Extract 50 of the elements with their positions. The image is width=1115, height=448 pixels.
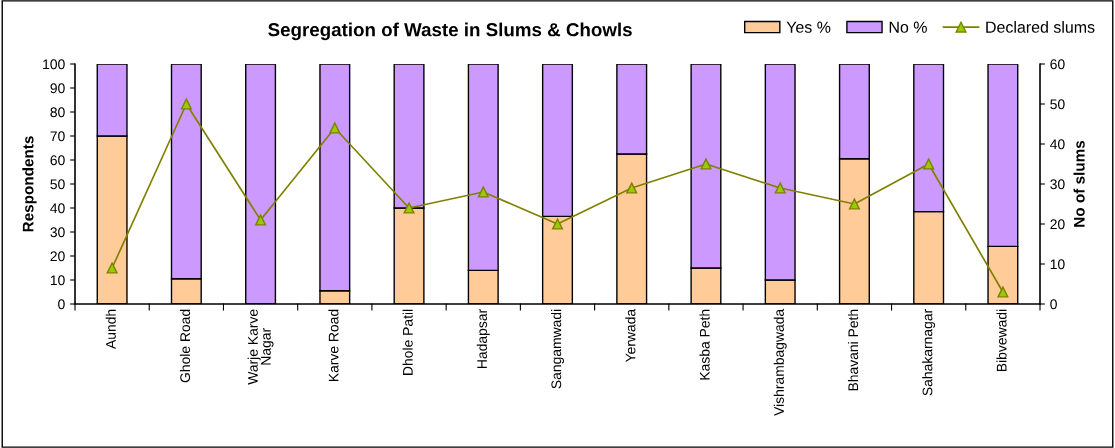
- x-tick-label: Yerwada: [625, 308, 636, 363]
- x-tick-label: Aundh: [105, 309, 116, 349]
- legend-label: No %: [889, 21, 927, 33]
- y2-tick-label: 10: [1050, 259, 1065, 270]
- x-tick-label: Warje Karve Nagar: [247, 309, 274, 385]
- y-tick-label: 20: [50, 251, 65, 262]
- point: [997, 286, 1009, 298]
- y2-tick-label: 30: [1050, 179, 1065, 190]
- y2-tick-label: 50: [1050, 99, 1065, 110]
- x-tick-label: Sangamwadi: [551, 309, 564, 389]
- y2-tick-label: 20: [1050, 219, 1065, 230]
- y-tick-label: 30: [50, 227, 65, 238]
- y-tick-label: 50: [50, 179, 65, 190]
- x-tick-label: Karve Road: [328, 309, 339, 382]
- point: [255, 214, 267, 226]
- y-tick-label: 10: [50, 275, 65, 286]
- point: [106, 262, 118, 274]
- x-tick-label: Sahakarnagar: [922, 309, 936, 396]
- y-tick-label: 40: [50, 203, 65, 214]
- y-tick-label: 0: [58, 299, 65, 310]
- y-tick-label: 100: [43, 59, 65, 70]
- point: [180, 98, 192, 110]
- legend-label: Yes %: [786, 21, 831, 33]
- point: [403, 202, 415, 214]
- point: [626, 182, 638, 194]
- y2-axis-title: No of slums: [1073, 140, 1085, 227]
- y-axis-title: Respondents: [22, 136, 37, 232]
- y-tick-label: 80: [50, 107, 65, 118]
- point: [477, 186, 489, 198]
- x-tick-label: Dhole Patil: [402, 309, 413, 375]
- x-tick-label: Bibvewadi: [996, 309, 1007, 372]
- point: [700, 158, 712, 170]
- point: [848, 198, 860, 210]
- point: [923, 158, 935, 170]
- point: [329, 122, 341, 134]
- x-tick-label: Vishrambagwada: [773, 308, 787, 416]
- chart-title: Segregation of Waste in Slums & Chowls: [268, 22, 632, 41]
- y-tick-label: 70: [50, 131, 65, 142]
- legend-label: Declared slums: [986, 21, 1095, 33]
- y2-tick-label: 60: [1050, 59, 1065, 70]
- x-tick-label: Hadapsar: [476, 309, 490, 368]
- y2-tick-label: 40: [1050, 139, 1065, 150]
- y-tick-label: 90: [50, 83, 65, 94]
- x-tick-label: Bhavani Peth: [847, 309, 859, 391]
- y2-tick-label: 0: [1050, 299, 1057, 310]
- x-tick-label: Ghole Road: [179, 309, 191, 383]
- point: [551, 218, 564, 230]
- y-tick-label: 60: [50, 155, 65, 166]
- point: [774, 182, 786, 194]
- x-tick-label: Kasba Peth: [699, 309, 710, 380]
